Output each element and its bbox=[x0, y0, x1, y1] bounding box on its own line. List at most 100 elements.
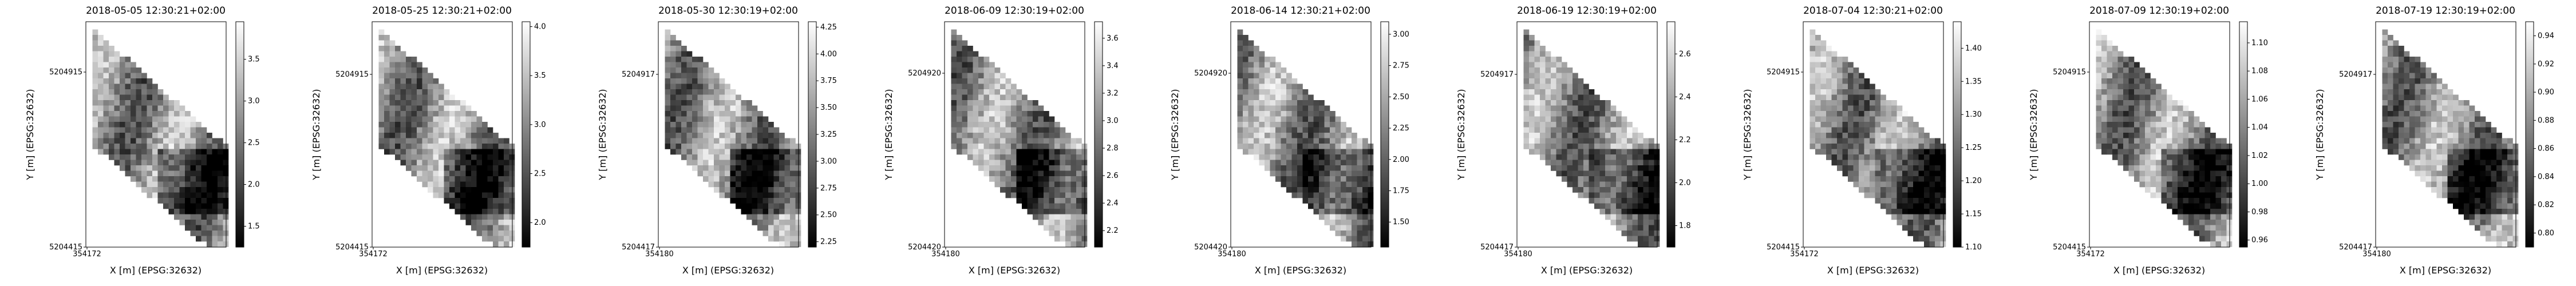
raster-cell bbox=[147, 133, 153, 138]
raster-cell bbox=[1578, 192, 1584, 198]
raster-cell bbox=[400, 144, 406, 149]
raster-cell bbox=[190, 181, 196, 188]
raster-cell bbox=[1578, 133, 1584, 138]
raster-cell bbox=[1368, 181, 1374, 188]
raster-cell bbox=[1005, 127, 1012, 133]
raster-cell bbox=[2167, 181, 2172, 188]
raster-cell bbox=[2112, 84, 2118, 90]
raster-cell bbox=[449, 181, 455, 188]
raster-cell bbox=[1929, 225, 1935, 231]
raster-cell bbox=[400, 51, 406, 57]
raster-cell bbox=[1907, 231, 1914, 236]
raster-cell bbox=[218, 176, 223, 182]
raster-cell bbox=[2469, 154, 2475, 160]
raster-cell bbox=[951, 105, 957, 112]
raster-cell bbox=[703, 89, 709, 95]
raster-cell bbox=[1038, 149, 1044, 155]
raster-cell bbox=[120, 165, 125, 171]
raster-cell bbox=[1000, 149, 1006, 155]
raster-cell bbox=[752, 214, 758, 220]
raster-cell bbox=[762, 181, 769, 188]
raster-cell bbox=[1562, 105, 1567, 112]
raster-cell bbox=[1016, 138, 1022, 144]
raster-cell bbox=[1809, 100, 1816, 106]
raster-cell bbox=[378, 105, 385, 112]
raster-cell bbox=[989, 127, 995, 133]
colorbar-tick-label: 3.0 bbox=[534, 121, 546, 129]
raster-cell bbox=[1935, 176, 1941, 182]
raster-cell bbox=[768, 133, 774, 138]
raster-cell bbox=[179, 176, 185, 182]
raster-cell bbox=[2096, 35, 2102, 41]
raster-cell bbox=[444, 122, 450, 128]
raster-cell bbox=[487, 176, 493, 182]
raster-cell bbox=[2447, 181, 2453, 188]
raster-cell bbox=[131, 170, 136, 177]
x-tick-label: 354180 bbox=[1504, 250, 1532, 259]
raster-cell bbox=[1313, 154, 1319, 160]
raster-cell bbox=[1649, 203, 1654, 209]
raster-cell bbox=[1330, 116, 1336, 122]
raster-cell bbox=[1567, 133, 1573, 138]
raster-cell bbox=[2221, 236, 2227, 242]
raster-cell bbox=[223, 209, 229, 214]
raster-cell bbox=[686, 67, 693, 73]
raster-cell bbox=[1842, 122, 1848, 128]
raster-cell bbox=[174, 181, 180, 188]
raster-cell bbox=[465, 144, 472, 149]
raster-cell bbox=[2425, 138, 2432, 144]
raster-cell bbox=[389, 116, 396, 122]
raster-cell bbox=[212, 181, 218, 188]
raster-cell bbox=[795, 181, 801, 188]
raster-cell bbox=[795, 170, 801, 177]
raster-cell bbox=[1562, 116, 1567, 122]
raster-cell bbox=[1362, 203, 1368, 209]
raster-cell bbox=[681, 138, 687, 144]
raster-cell bbox=[1567, 89, 1573, 95]
raster-cell bbox=[1341, 198, 1346, 204]
raster-cell bbox=[1610, 165, 1617, 171]
raster-cell bbox=[1826, 111, 1832, 117]
raster-cell bbox=[757, 133, 763, 138]
raster-cell bbox=[1357, 220, 1363, 225]
raster-cell bbox=[504, 214, 509, 220]
raster-cell bbox=[174, 170, 180, 177]
raster-cell bbox=[444, 111, 450, 117]
raster-cell bbox=[168, 133, 175, 138]
colorbar-tick-label: 1.10 bbox=[1965, 243, 1982, 252]
raster-cell bbox=[384, 105, 390, 112]
raster-cell bbox=[1259, 94, 1265, 101]
raster-cell bbox=[1033, 214, 1038, 220]
raster-cell bbox=[2150, 149, 2156, 155]
raster-cell bbox=[1335, 176, 1341, 182]
raster-cell bbox=[989, 62, 995, 68]
raster-cell bbox=[2145, 127, 2151, 133]
raster-cell bbox=[1621, 198, 1627, 204]
raster-cell bbox=[978, 116, 984, 122]
raster-cell bbox=[2128, 111, 2135, 117]
raster-cell bbox=[746, 116, 752, 122]
raster-cell bbox=[1534, 73, 1540, 79]
raster-cell bbox=[714, 144, 720, 149]
raster-cell bbox=[1352, 236, 1357, 242]
raster-cell bbox=[2453, 187, 2459, 193]
raster-cell bbox=[455, 198, 461, 204]
raster-cell bbox=[1913, 236, 1919, 242]
raster-cell bbox=[2178, 122, 2183, 128]
raster-cell bbox=[152, 176, 158, 182]
raster-cell bbox=[1573, 176, 1578, 182]
raster-cell bbox=[2388, 78, 2393, 84]
raster-cell bbox=[1545, 62, 1551, 68]
raster-cell bbox=[2210, 170, 2216, 177]
raster-cell bbox=[670, 138, 676, 144]
raster-cell bbox=[157, 176, 164, 182]
raster-cell bbox=[400, 62, 406, 68]
raster-cell bbox=[1352, 209, 1357, 214]
raster-cell bbox=[1265, 84, 1270, 90]
raster-cell bbox=[2123, 111, 2129, 117]
raster-cell bbox=[2134, 111, 2140, 117]
raster-cell bbox=[1341, 149, 1346, 155]
raster-cell bbox=[504, 138, 509, 144]
raster-cell bbox=[465, 116, 472, 122]
raster-cell bbox=[708, 84, 714, 90]
